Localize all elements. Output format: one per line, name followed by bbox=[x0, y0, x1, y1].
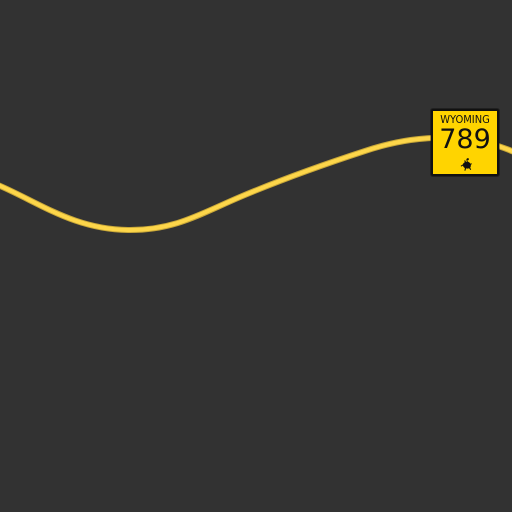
shield-state-name: WYOMING bbox=[440, 113, 490, 126]
shield-route-number: 789 bbox=[439, 124, 491, 155]
route-shield[interactable]: WYOMING 789 bbox=[431, 109, 499, 176]
bucking-horse-rider-icon bbox=[460, 158, 472, 171]
